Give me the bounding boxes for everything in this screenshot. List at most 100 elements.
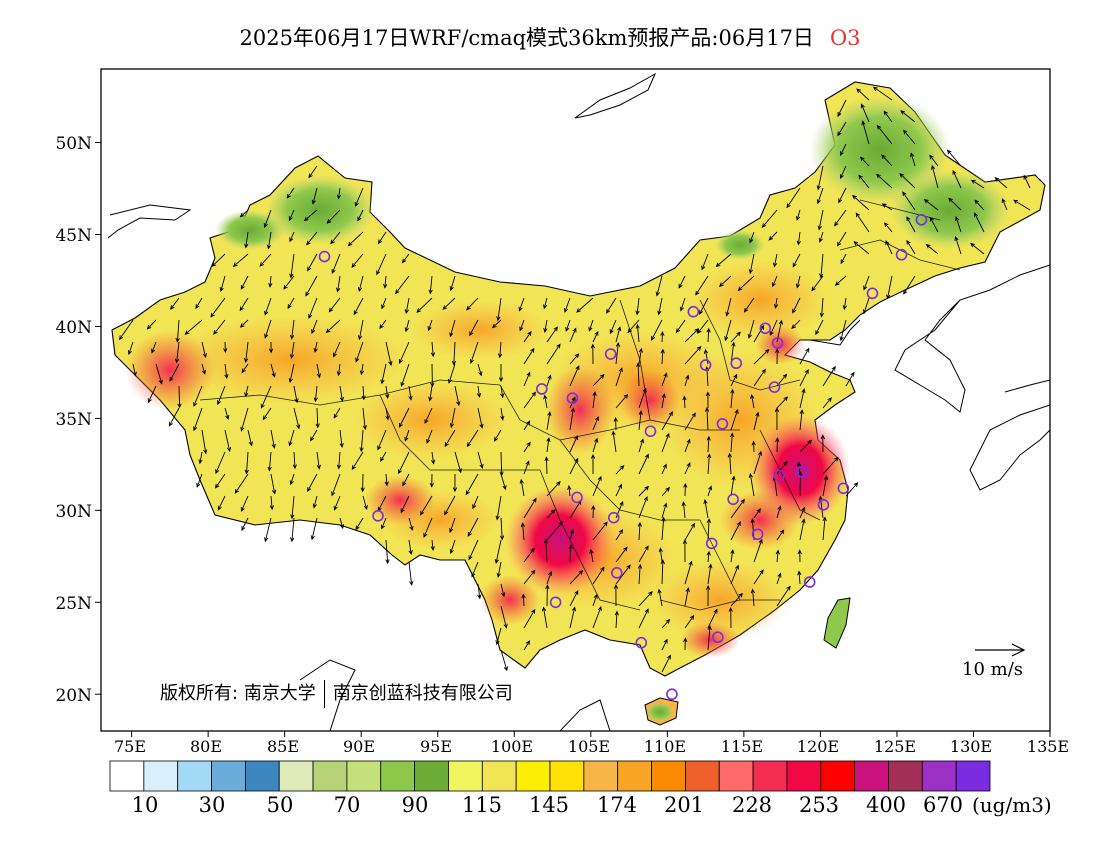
wind-arrow [859, 156, 870, 167]
wind-arrow [523, 420, 531, 431]
wind-arrow [169, 363, 180, 382]
wind-arrow [500, 605, 508, 629]
wind-vector-field [119, 86, 1031, 673]
city-station-marker [318, 250, 331, 263]
wind-arrow [638, 591, 653, 607]
wind-arrow [193, 407, 203, 432]
wind-arrow [316, 451, 321, 470]
city-station-marker [796, 465, 808, 478]
wind-arrow [428, 275, 433, 295]
wind-arrow [244, 385, 249, 398]
wind-arrow [376, 253, 387, 276]
wind-scale-arrow [975, 643, 1026, 657]
wind-arrow [240, 407, 249, 432]
copyright-org-company: 南京创蓝科技有限公司 [332, 683, 513, 704]
coastlines [107, 72, 1050, 731]
wind-arrow [543, 319, 548, 333]
wind-arrow [500, 649, 508, 672]
wind-arrow [863, 297, 870, 315]
wind-arrow [994, 177, 1008, 189]
wind-arrow [224, 407, 230, 420]
wind-arrow [306, 231, 318, 246]
wind-arrow [217, 495, 226, 511]
wind-arrow [215, 473, 226, 489]
wind-arrow [569, 589, 579, 607]
wind-arrow [638, 387, 647, 409]
wind-arrow [241, 363, 249, 374]
wind-arrow [637, 521, 642, 541]
wind-arrow [615, 483, 622, 497]
wind-arrow [310, 517, 318, 541]
wind-arrow [845, 482, 859, 497]
wind-arrow [730, 331, 741, 343]
wind-arrow [521, 593, 526, 607]
wind-arrow [357, 275, 364, 293]
wind-arrow [638, 608, 649, 629]
wind-arrow [776, 585, 791, 607]
wind-arrow [776, 572, 782, 585]
wind-arrow [970, 179, 985, 189]
wind-arrow [661, 486, 670, 497]
wind-arrow [715, 253, 732, 268]
wind-arrow [466, 297, 479, 311]
wind-arrow [775, 348, 780, 365]
wind-arrow [753, 368, 766, 387]
wind-arrow [351, 451, 364, 471]
wind-arrow [569, 327, 577, 343]
wind-arrow [615, 500, 624, 519]
wind-arrow [822, 365, 836, 387]
wind-arrow [860, 103, 870, 123]
wind-arrow [496, 561, 502, 578]
wind-arrow [339, 385, 344, 402]
wind-arrow [797, 570, 802, 585]
wind-arrow [569, 407, 576, 431]
wind-arrow [147, 385, 157, 404]
wind-arrow [427, 319, 433, 332]
wind-arrow [385, 385, 390, 400]
wind-arrow [730, 592, 743, 607]
wind-arrow [119, 319, 134, 341]
wind-arrow [523, 347, 535, 365]
wind-arrow [683, 637, 688, 651]
wind-arrow [472, 495, 479, 510]
city-station-marker [773, 469, 785, 482]
wind-arrow [903, 275, 916, 295]
wind-arrow [822, 456, 839, 475]
wind-arrow [355, 341, 364, 363]
wind-arrow [543, 538, 549, 563]
wind-arrow [748, 472, 755, 497]
city-station-marker [751, 528, 764, 541]
wind-arrow [876, 124, 893, 145]
wind-arrow [224, 429, 232, 453]
wind-arrow [792, 297, 801, 314]
wind-arrow [753, 411, 760, 431]
copyright-org-nju: 南京大学 [243, 683, 316, 704]
wind-arrow [705, 391, 711, 409]
wind-arrow [775, 437, 780, 453]
wind-arrow [861, 120, 870, 145]
wind-arrow [684, 522, 696, 541]
wind-arrow [655, 275, 663, 297]
wind-arrow [946, 149, 962, 167]
wind-arrow [730, 498, 745, 519]
lon-label-90e: 90E [342, 737, 376, 756]
legend-swatch [786, 760, 822, 792]
wind-arrow [477, 583, 482, 600]
wind-arrow [635, 297, 640, 316]
wind-arrow [786, 187, 801, 209]
wind-arrow [546, 374, 552, 387]
wind-arrow [684, 412, 696, 431]
wind-arrow [239, 297, 249, 312]
city-station-marker [915, 213, 928, 226]
wind-arrow [661, 654, 671, 673]
wind-arrow [569, 606, 577, 629]
copyright-separator [323, 680, 325, 708]
lon-label-125e: 125E [873, 737, 917, 756]
legend-label-201: 201 [663, 793, 705, 817]
wind-arrow [768, 231, 778, 241]
wind-arrow [590, 343, 596, 365]
wind-arrow [289, 253, 295, 279]
wind-arrow [900, 110, 916, 123]
wind-arrow [264, 319, 272, 339]
wind-arrow [495, 495, 502, 521]
